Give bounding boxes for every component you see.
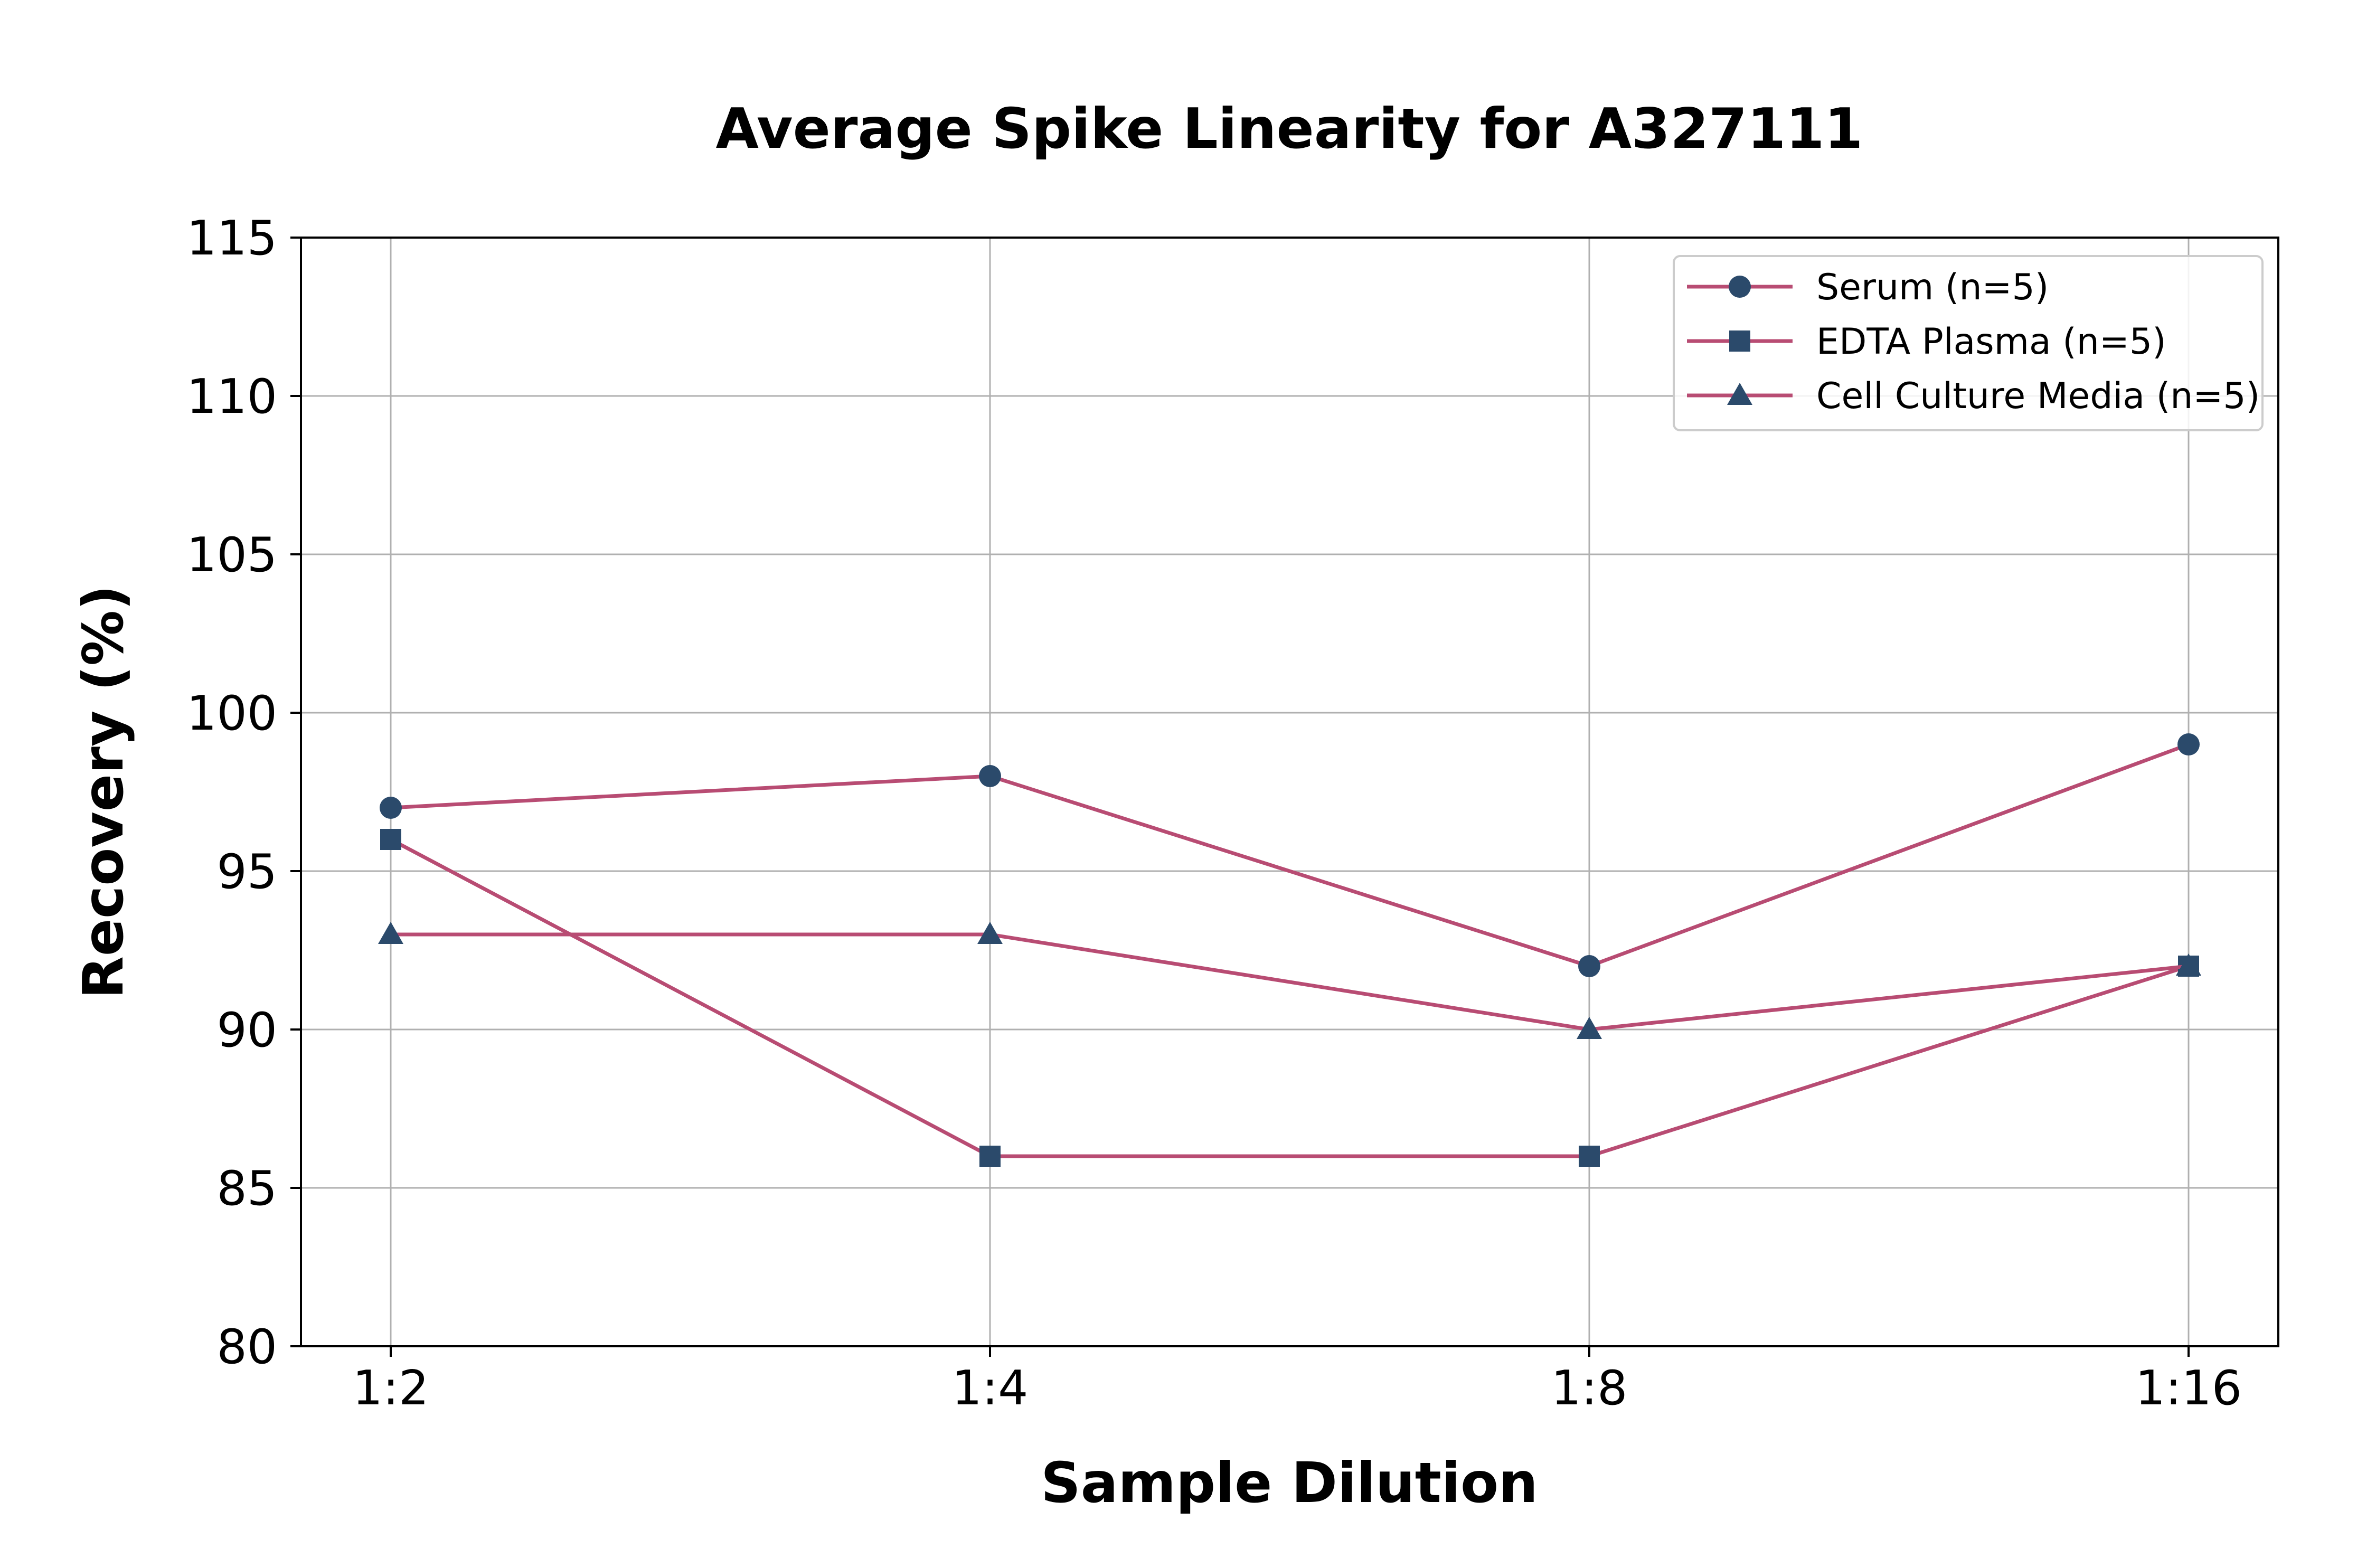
y-tick-label: 105 [186, 527, 277, 583]
legend-item: EDTA Plasma (n=5) [1687, 321, 2166, 363]
series-line [391, 932, 2189, 1032]
y-tick-label: 80 [216, 1319, 277, 1375]
y-tick-label: 90 [216, 1003, 277, 1058]
legend-item: Cell Culture Media (n=5) [1687, 375, 2260, 417]
legend-marker [1729, 276, 1751, 298]
x-tick-label: 1:4 [952, 1361, 1029, 1416]
y-axis-label: Recovery (%) [71, 585, 136, 999]
y-tick-label: 100 [186, 686, 277, 741]
x-tick-label: 1:2 [353, 1361, 429, 1416]
x-axis-label: Sample Dilution [1041, 1451, 1538, 1515]
data-point [2176, 953, 2201, 976]
data-point [380, 829, 401, 850]
data-point [2177, 733, 2200, 755]
legend-label: Serum (n=5) [1816, 267, 2049, 308]
series-2 [380, 829, 2199, 1167]
series-1 [380, 733, 2200, 977]
series-3 [378, 922, 2201, 1039]
data-point [977, 922, 1003, 944]
series-line [390, 742, 2190, 968]
data-point [378, 922, 403, 944]
plot-frame [300, 237, 2279, 1347]
data-point [1577, 1017, 1602, 1039]
legend-label: Cell Culture Media (n=5) [1816, 375, 2260, 417]
x-tick-label: 1:16 [2135, 1361, 2242, 1416]
data-point [979, 1146, 1001, 1167]
chart-title: Average Spike Linearity for A327111 [716, 97, 1863, 161]
series-layer [378, 733, 2201, 1167]
y-tick-label: 85 [216, 1161, 277, 1216]
legend: Serum (n=5) EDTA Plasma (n=5) Cell Culture… [1673, 255, 2264, 431]
y-tick-label: 110 [186, 369, 277, 424]
legend-label: EDTA Plasma (n=5) [1816, 321, 2166, 363]
y-tick-label: 115 [186, 211, 277, 266]
data-point [380, 797, 402, 819]
x-tick-label: 1:8 [1551, 1361, 1628, 1416]
data-point [1578, 955, 1600, 977]
legend-box [1673, 255, 2264, 431]
legend-marker [1729, 330, 1750, 352]
series-line [390, 837, 2190, 1158]
legend-item: Serum (n=5) [1687, 267, 2049, 308]
data-point [979, 765, 1001, 787]
legend-marker [1727, 383, 1752, 405]
y-tick-label: 95 [216, 844, 277, 900]
data-point [1579, 1146, 1600, 1167]
ticks-layer: 1:2 1:4 1:8 1:16 80 85 90 95 100 105 110 115 [186, 211, 2242, 1416]
